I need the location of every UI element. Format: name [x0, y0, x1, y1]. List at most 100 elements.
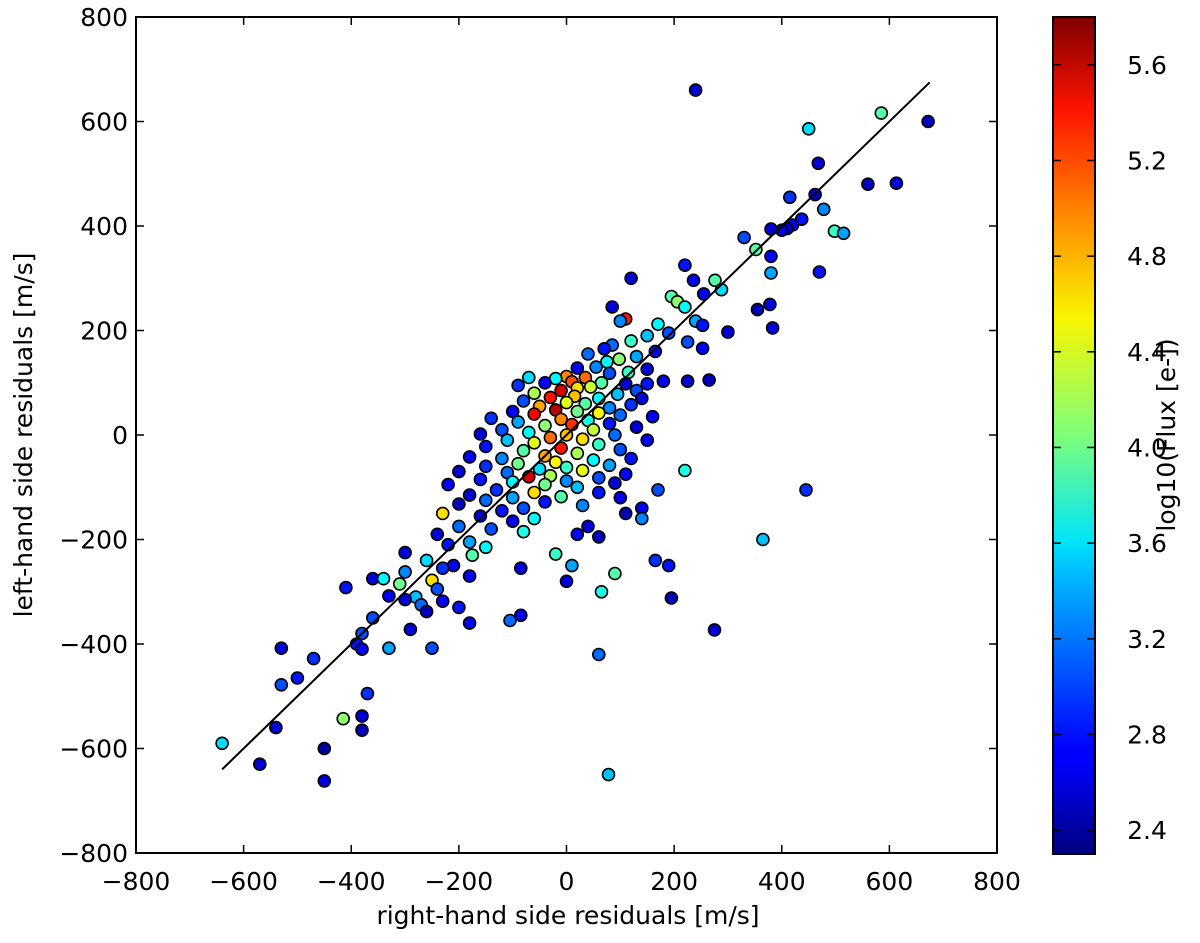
x-axis-label: right-hand side residuals [m/s]: [376, 901, 759, 930]
scatter-point: [695, 318, 710, 333]
scatter-point: [575, 432, 590, 447]
scatter-point: [570, 404, 585, 419]
colorbar: [1052, 16, 1096, 855]
scatter-point: [516, 443, 531, 458]
scatter-point: [581, 519, 595, 534]
scatter-point: [441, 477, 455, 492]
scatter-point: [589, 360, 603, 374]
scatter-point: [503, 613, 517, 628]
scatter-point: [398, 592, 412, 607]
scatter-point: [591, 470, 606, 485]
scatter-point: [811, 156, 826, 171]
x-tick-label: −400: [317, 867, 386, 896]
scatter-point: [612, 352, 627, 367]
scatter-point: [398, 565, 412, 579]
scatter-point: [678, 463, 692, 478]
scatter-point: [591, 437, 606, 452]
scatter-point: [651, 483, 665, 497]
scatter-point: [605, 300, 620, 314]
scatter-point: [661, 326, 676, 340]
y-tick-label: 800: [80, 3, 128, 32]
scatter-point: [640, 433, 655, 448]
scatter-point: [634, 511, 649, 526]
scatter-point: [680, 335, 695, 349]
scatter-point: [836, 226, 851, 241]
scatter-point: [452, 600, 466, 615]
scatter-point: [591, 485, 606, 500]
y-tick-label: −400: [59, 630, 128, 659]
colorbar-tick-label: 3.2: [1127, 625, 1167, 654]
scatter-point: [618, 376, 633, 391]
scatter-point: [602, 400, 617, 415]
scatter-point: [597, 341, 612, 356]
scatter-point: [306, 651, 321, 666]
scatter-point: [505, 404, 520, 419]
scatter-point: [521, 425, 536, 440]
scatter-point: [648, 344, 663, 359]
scatter-point: [527, 485, 542, 500]
scatter-point: [621, 365, 636, 380]
scatter-point: [575, 498, 590, 513]
scatter-point: [708, 273, 722, 288]
scatter-point: [554, 383, 568, 398]
scatter-point: [478, 540, 493, 555]
scatter-point: [707, 623, 722, 637]
scatter-point: [613, 442, 628, 457]
scatter-point: [462, 535, 477, 549]
scatter-point: [570, 361, 585, 375]
y-tick-label: 200: [80, 317, 128, 346]
scatter-point: [624, 397, 638, 412]
colorbar-tick-label: 2.4: [1127, 816, 1167, 845]
scatter-point: [695, 341, 710, 356]
scatter-point: [473, 509, 488, 523]
scatter-point: [495, 422, 509, 437]
y-tick-label: −600: [59, 735, 128, 764]
scatter-point: [462, 616, 477, 630]
scatter-point: [516, 524, 531, 539]
scatter-point: [398, 545, 412, 560]
scatter-point: [538, 477, 552, 492]
scatter-point: [462, 569, 477, 583]
scatter-point: [274, 641, 289, 656]
scatter-point: [559, 574, 574, 589]
scatter-point: [452, 519, 466, 534]
colorbar-tick-label: 4.8: [1127, 242, 1167, 271]
scatter-point: [336, 711, 351, 726]
y-tick-label: −800: [59, 839, 128, 868]
scatter-point: [274, 677, 289, 692]
scatter-point: [656, 374, 671, 389]
scatter-point: [435, 594, 450, 609]
y-tick-label: −200: [59, 526, 128, 555]
scatter-point: [591, 530, 606, 544]
scatter-point: [602, 416, 617, 431]
scatter-point: [613, 490, 628, 505]
y-tick-label: 600: [80, 108, 128, 137]
scatter-point: [559, 395, 574, 410]
x-tick-label: 800: [973, 867, 1021, 896]
y-tick-label: 400: [80, 212, 128, 241]
scatter-point: [554, 489, 568, 504]
scatter-point: [376, 571, 391, 586]
scatter-point: [640, 376, 655, 391]
scatter-point: [548, 455, 563, 470]
scatter-point: [591, 406, 606, 420]
scatter-point: [608, 428, 622, 442]
scatter-point: [575, 463, 590, 478]
scatter-point: [763, 297, 777, 312]
scatter-point: [608, 476, 622, 490]
scatter-point: [462, 450, 477, 464]
scatter-point: [610, 387, 625, 402]
scatter-point: [478, 439, 493, 454]
scatter-point: [624, 451, 638, 466]
scatter-point: [473, 472, 488, 487]
scatter-point: [565, 558, 579, 573]
scatter-point: [543, 390, 558, 405]
x-tick-label: 400: [758, 867, 806, 896]
scatter-point: [360, 686, 375, 701]
scatter-point: [505, 490, 520, 505]
scatter-points: [215, 83, 935, 788]
scatter-point: [430, 582, 445, 596]
scatter-point: [554, 441, 568, 455]
